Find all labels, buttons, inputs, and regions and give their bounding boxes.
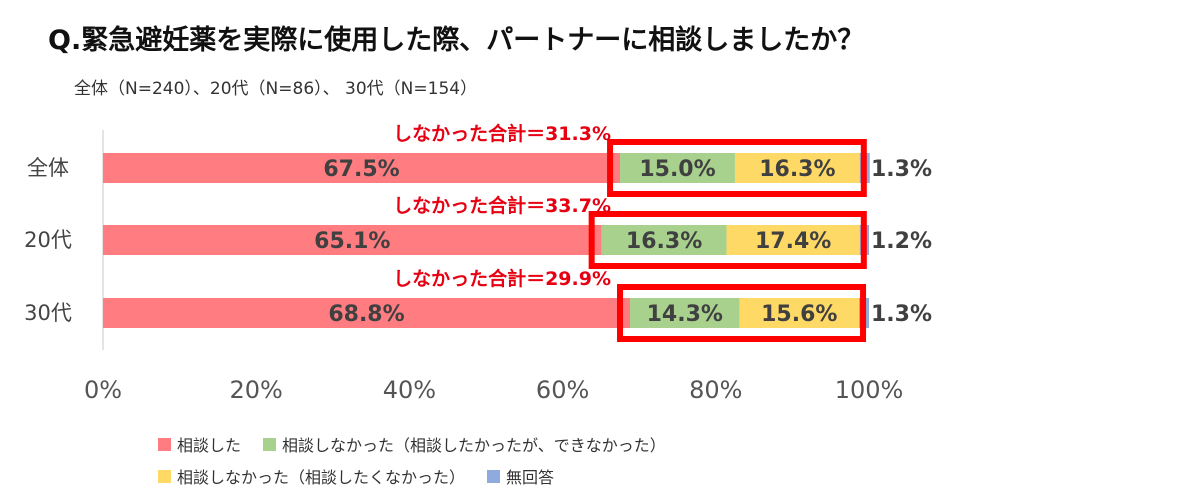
data-label: 1.2%: [871, 229, 932, 254]
legend-item: 相談しなかった（相談したかったが、できなかった）: [263, 432, 666, 456]
bar-segment: [630, 298, 740, 328]
x-tick-label: 0%: [84, 376, 122, 404]
bar-segment: [103, 153, 621, 183]
legend-label: 相談した: [177, 436, 242, 455]
annotation-label: しなかった合計＝31.3%: [393, 122, 611, 145]
highlight-box: [617, 284, 867, 342]
legend-item: 無回答: [487, 464, 554, 488]
data-label: 17.4%: [755, 229, 831, 254]
x-tick-label: 80%: [689, 376, 742, 404]
legend-swatch: [158, 469, 171, 483]
annotation-label: しなかった合計＝33.7%: [393, 194, 611, 217]
category-label: 全体: [27, 156, 69, 180]
highlight-box: [607, 139, 867, 197]
annotation-label: しなかった合計＝29.9%: [393, 267, 611, 290]
data-label: 16.3%: [759, 157, 835, 182]
highlight-box: [588, 211, 867, 269]
legend-swatch: [263, 437, 277, 451]
bar-segment: [601, 225, 727, 255]
data-label: 68.8%: [328, 302, 404, 327]
category-label: 20代: [24, 228, 72, 252]
category-label: 30代: [24, 301, 72, 325]
legend-label: 相談しなかった（相談したかったが、できなかった）: [282, 436, 666, 455]
legend-row: 相談しなかった（相談したくなかった） 無回答: [158, 460, 858, 492]
x-tick-label: 20%: [230, 376, 283, 404]
data-label: 14.3%: [647, 302, 723, 327]
bar-segment: [103, 298, 631, 328]
x-tick-label: 40%: [383, 376, 436, 404]
legend-item: 相談しなかった（相談したくなかった）: [158, 464, 465, 488]
bar-segment: [103, 225, 602, 255]
page-title: Q.緊急避妊薬を実際に使用した際、パートナーに相談しましたか？: [48, 25, 865, 56]
legend-item: 相談した: [158, 432, 241, 456]
sample-size-note: 全体（N=240）、20代（N=86）、 30代（N=154）: [74, 79, 478, 99]
bar-segment: [726, 225, 860, 255]
legend-label: 相談しなかった（相談したくなかった）: [177, 468, 466, 487]
legend-row: 相談した 相談しなかった（相談したかったが、できなかった）: [158, 428, 858, 460]
legend-label: 無回答: [506, 468, 555, 487]
x-tick-label: 60%: [536, 376, 589, 404]
data-label: 65.1%: [314, 229, 390, 254]
data-label: 1.3%: [871, 302, 932, 327]
data-label: 15.6%: [761, 302, 837, 327]
legend-swatch: [158, 437, 171, 451]
x-tick-label: 100%: [835, 376, 904, 404]
bar-segment: [739, 298, 860, 328]
data-label: 16.3%: [626, 229, 702, 254]
data-label: 15.0%: [639, 157, 715, 182]
chart-legend: 相談した 相談しなかった（相談したかったが、できなかった） 相談しなかった（相談した…: [158, 428, 858, 492]
data-label: 1.3%: [871, 157, 932, 182]
legend-swatch: [487, 469, 501, 483]
bar-segment: [620, 153, 735, 183]
data-label: 67.5%: [323, 157, 399, 182]
bar-segment: [734, 153, 860, 183]
